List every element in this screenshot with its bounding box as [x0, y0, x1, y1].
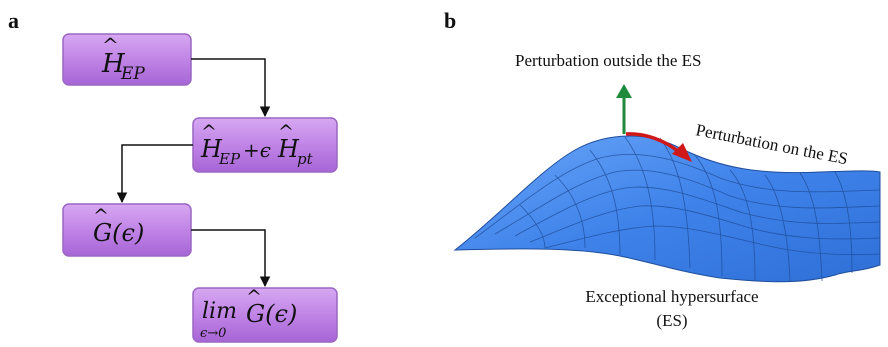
flow-box-h-ep-plus-perturbation: H ^ EP +ϵ H ^ pt: [192, 117, 338, 173]
connector-arrow: [191, 229, 271, 288]
box2-op: +ϵ: [243, 138, 271, 162]
hat-mark: ^: [102, 33, 119, 57]
hat-mark: ^: [246, 286, 262, 308]
caption-hypersurface: Exceptional hypersurface: [585, 287, 758, 306]
box1-main: H: [101, 49, 126, 79]
label-perturbation-outside: Perturbation outside the ES: [515, 51, 702, 70]
box2-sub1: EP: [218, 150, 241, 168]
box3-text: G(ϵ): [93, 219, 144, 247]
exceptional-hypersurface: [453, 135, 881, 283]
panel-label-a: a: [8, 8, 19, 33]
panel-label-b: b: [444, 8, 456, 33]
on-surface-perturbation-arrow: [625, 132, 692, 162]
flow-box-limit: lim ϵ→0 G(ϵ) ^: [192, 286, 338, 343]
box2-main1: H: [200, 135, 223, 163]
label-perturbation-on: Perturbation on the ES: [694, 120, 849, 168]
box2-main2: H: [277, 135, 300, 163]
box1-sub: EP: [120, 64, 145, 84]
box4-text: G(ϵ): [246, 300, 297, 328]
hat-mark: ^: [201, 121, 217, 143]
hat-mark: ^: [93, 205, 109, 227]
caption-es: (ES): [656, 311, 687, 330]
box4-lim: lim: [202, 299, 237, 324]
box2-sub2: pt: [297, 150, 314, 168]
connector-arrow: [116, 144, 193, 204]
hat-mark: ^: [278, 121, 294, 143]
box4-under: ϵ→0: [200, 326, 226, 341]
flow-box-h-ep: H ^ EP: [62, 33, 192, 86]
outside-perturbation-arrow: [616, 84, 632, 134]
connector-arrow: [191, 58, 271, 118]
flow-box-g-epsilon: G(ϵ) ^: [62, 203, 192, 257]
